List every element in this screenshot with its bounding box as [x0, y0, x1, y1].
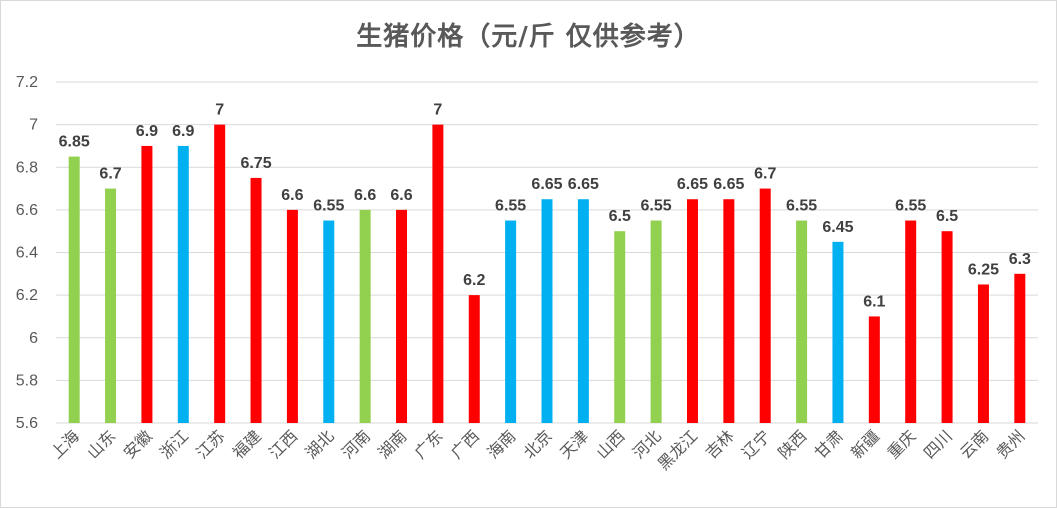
x-tick-label: 重庆: [883, 426, 919, 462]
data-label: 6.6: [281, 187, 303, 204]
y-tick-label: 5.6: [16, 415, 38, 432]
bar: [686, 199, 698, 423]
data-label: 6.55: [895, 198, 926, 215]
data-label: 6.5: [609, 208, 631, 225]
x-tick-label: 陕西: [774, 426, 810, 462]
x-tick-label: 黑龙江: [654, 426, 701, 473]
data-label: 6.6: [390, 187, 412, 204]
data-label: 7: [433, 102, 442, 119]
data-label: 6.9: [172, 123, 194, 140]
bar: [1014, 273, 1026, 423]
x-tick-label: 浙江: [156, 426, 192, 462]
data-label: 6.9: [136, 123, 158, 140]
bar: [796, 220, 808, 423]
bar: [432, 124, 444, 423]
x-tick-label: 北京: [520, 426, 556, 462]
bar: [68, 156, 80, 423]
x-tick-label: 海南: [483, 426, 519, 462]
x-tick-label: 福建: [229, 426, 265, 462]
data-label: 6.65: [568, 176, 599, 193]
bar: [723, 199, 735, 423]
bar: [941, 231, 953, 423]
data-label: 6.5: [936, 208, 958, 225]
data-label: 6.2: [463, 272, 485, 289]
x-tick-label: 湖北: [302, 426, 338, 462]
data-label: 6.65: [713, 176, 744, 193]
bar: [868, 316, 880, 423]
data-label: 7: [215, 102, 224, 119]
bar: [541, 199, 553, 423]
x-tick-label: 山东: [83, 426, 119, 462]
x-tick-label: 贵州: [993, 426, 1029, 462]
data-label: 6.25: [968, 261, 999, 278]
bar: [141, 145, 153, 423]
bar: [286, 209, 298, 423]
bar: [396, 209, 408, 423]
bar: [577, 199, 589, 423]
x-tick-label: 吉林: [702, 426, 738, 462]
data-label: 6.7: [754, 166, 776, 183]
bar: [468, 295, 480, 423]
y-tick-label: 7: [29, 117, 38, 134]
x-tick-label: 江苏: [192, 426, 228, 462]
x-tick-label: 上海: [47, 426, 83, 462]
data-label: 6.65: [531, 176, 562, 193]
data-label: 6.65: [677, 176, 708, 193]
x-tick-label: 湖南: [374, 426, 410, 462]
y-tick-label: 7.2: [16, 74, 38, 91]
data-label: 6.55: [495, 198, 526, 215]
data-label: 6.3: [1009, 251, 1031, 268]
bar: [359, 209, 371, 423]
bar: [505, 220, 517, 423]
bar: [650, 220, 662, 423]
data-label: 6.55: [786, 198, 817, 215]
y-tick-label: 6.4: [16, 245, 38, 262]
x-tick-label: 江西: [265, 426, 301, 462]
x-tick-label: 辽宁: [738, 426, 774, 462]
x-tick-label: 天津: [556, 426, 592, 462]
x-tick-label: 四川: [920, 426, 956, 462]
bar: [177, 145, 189, 423]
bar: [250, 177, 262, 423]
bar: [214, 124, 226, 423]
x-tick-label: 甘肃: [811, 426, 847, 462]
data-label: 6.6: [354, 187, 376, 204]
y-tick-label: 6.2: [16, 287, 38, 304]
bar: [759, 188, 771, 423]
x-tick-label: 云南: [956, 426, 992, 462]
data-label: 6.85: [59, 134, 90, 151]
x-tick-label: 河南: [338, 426, 374, 462]
data-label: 6.75: [240, 155, 271, 172]
data-label: 6.45: [822, 219, 853, 236]
x-tick-label: 新疆: [847, 426, 883, 462]
y-tick-label: 6.8: [16, 159, 38, 176]
bar: [105, 188, 117, 423]
chart-title: 生猪价格（元/斤 仅供参考）: [356, 22, 701, 52]
data-label: 6.1: [863, 293, 885, 310]
y-tick-label: 6: [29, 330, 38, 347]
x-tick-label: 安徽: [120, 426, 156, 462]
bar: [614, 231, 626, 423]
y-tick-label: 5.8: [16, 372, 38, 389]
data-label: 6.55: [313, 198, 344, 215]
data-label: 6.55: [641, 198, 672, 215]
x-tick-label: 广西: [447, 426, 483, 462]
bar: [905, 220, 917, 423]
bar: [323, 220, 335, 423]
x-tick-label: 广东: [411, 426, 447, 462]
bar: [977, 284, 989, 423]
data-label: 6.7: [99, 166, 121, 183]
bar: [832, 241, 844, 423]
x-tick-label: 山西: [592, 426, 628, 462]
y-tick-label: 6.6: [16, 202, 38, 219]
